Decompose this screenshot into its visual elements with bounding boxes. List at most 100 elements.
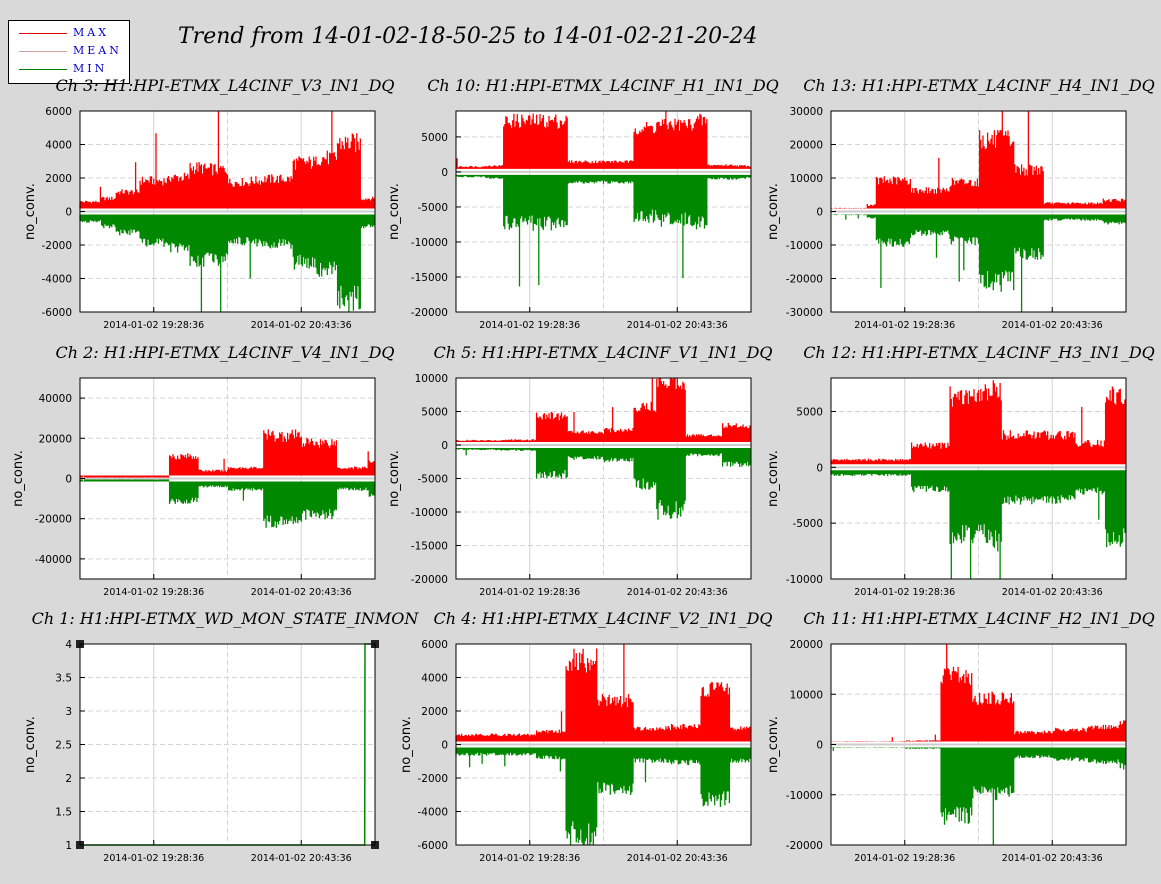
x-tick-label: 2014-01-02 20:43:36	[1002, 587, 1103, 598]
legend-label-max: MAX	[73, 26, 110, 39]
y-axis-label: no_conv.	[387, 450, 402, 507]
y-tick-label: 20000	[39, 433, 72, 445]
legend-swatch-max	[19, 33, 67, 34]
legend-item-mean: MEAN	[9, 43, 129, 61]
y-tick-label: 0	[441, 167, 448, 179]
y-tick-label: 5000	[796, 407, 823, 419]
y-tick-label: 0	[816, 207, 823, 219]
x-tick-label: 2014-01-02 20:43:36	[251, 320, 352, 331]
y-tick-label: 4000	[45, 140, 72, 152]
y-tick-label: 40000	[39, 393, 72, 405]
x-tick-label: 2014-01-02 19:28:36	[103, 320, 204, 331]
y-tick-label: -10000	[411, 507, 448, 519]
y-tick-label: -2000	[417, 773, 448, 785]
y-tick-label: -5000	[792, 518, 823, 530]
legend-item-min: MIN	[9, 61, 129, 79]
y-tick-label: 0	[441, 740, 448, 752]
y-tick-label: 6000	[421, 639, 448, 651]
y-tick-label: -10000	[786, 240, 823, 252]
y-tick-label: 4	[65, 639, 72, 651]
y-axis-label: no_conv.	[11, 450, 26, 507]
chart-panel-2: 5000 0 -5000 -10000 -15000 -20000 2014-01-02 1…	[387, 76, 779, 331]
chart-title: Ch 2: H1:HPI-ETMX_L4CINF_V4_IN1_DQ	[55, 343, 394, 362]
chart-panel-7: 4 3.5 3 2.5 2 1.5 1 2014-01-02 19:28:36 2014-01-…	[23, 609, 419, 864]
y-tick-label: 0	[441, 440, 448, 452]
x-tick-label: 2014-01-02 20:43:36	[627, 320, 728, 331]
y-tick-label: -4000	[41, 274, 72, 286]
chart-title: Ch 1: H1:HPI-ETMX_WD_MON_STATE_INMON	[32, 609, 420, 628]
x-tick-label: 2014-01-02 20:43:36	[1002, 320, 1103, 331]
y-tick-label: 1.5	[55, 807, 72, 819]
legend-item-max: MAX	[9, 25, 129, 43]
y-tick-label: 6000	[45, 106, 72, 118]
y-tick-label: -2000	[41, 240, 72, 252]
y-tick-label: 10000	[790, 689, 823, 701]
chart-panel-1: 6000 4000 2000 0 -2000 -4000 -6000 2014-01-02 1…	[23, 76, 395, 331]
x-tick-label: 2014-01-02 20:43:36	[1002, 853, 1103, 864]
x-tick-label: 2014-01-02 19:28:36	[854, 587, 955, 598]
x-tick-label: 2014-01-02 20:43:36	[251, 587, 352, 598]
y-tick-label: 20000	[790, 140, 823, 152]
plot-frame	[830, 377, 1127, 580]
y-axis-label: no_conv.	[399, 716, 414, 773]
y-tick-label: 10000	[790, 173, 823, 185]
y-tick-label: 20000	[790, 639, 823, 651]
y-tick-label: 4000	[421, 673, 448, 685]
y-tick-label: -40000	[35, 554, 72, 566]
y-tick-label: -6000	[41, 307, 72, 319]
legend-swatch-mean	[19, 51, 67, 52]
y-tick-label: 2000	[421, 706, 448, 718]
y-tick-label: 0	[816, 462, 823, 474]
y-axis-label: no_conv.	[23, 183, 38, 240]
x-tick-label: 2014-01-02 19:28:36	[854, 320, 955, 331]
legend: MAX MEAN MIN	[8, 20, 130, 84]
y-tick-label: 5000	[421, 407, 448, 419]
y-axis-label: no_conv.	[766, 716, 781, 773]
legend-swatch-min	[19, 69, 67, 70]
y-tick-label: 10000	[415, 373, 448, 385]
chart-panel-5: 10000 5000 0 -5000 -10000 -15000 -20000 2014-01…	[387, 343, 773, 598]
x-tick-label: 2014-01-02 19:28:36	[103, 853, 204, 864]
x-tick-label: 2014-01-02 19:28:36	[479, 320, 580, 331]
chart-panel-4: 40000 20000 0 -20000 -40000 2014-01-02 19:28:…	[11, 343, 395, 598]
y-tick-label: 2.5	[55, 740, 72, 752]
chart-title: Ch 11: H1:HPI-ETMX_L4CINF_H2_IN1_DQ	[803, 609, 1155, 628]
y-tick-label: 5000	[421, 132, 448, 144]
y-tick-label: -5000	[417, 474, 448, 486]
y-axis-label: no_conv.	[766, 450, 781, 507]
y-tick-label: 0	[65, 474, 72, 486]
y-tick-label: 3	[65, 706, 72, 718]
y-axis-label: no_conv.	[766, 183, 781, 240]
y-tick-label: -10000	[786, 790, 823, 802]
y-tick-label: -20000	[786, 840, 823, 852]
y-tick-label: 2000	[45, 173, 72, 185]
y-tick-label: -6000	[417, 840, 448, 852]
y-tick-label: 30000	[790, 106, 823, 118]
x-tick-label: 2014-01-02 20:43:36	[627, 587, 728, 598]
y-tick-label: 2	[65, 773, 72, 785]
y-tick-label: -30000	[786, 307, 823, 319]
y-tick-label: 0	[65, 207, 72, 219]
x-tick-label: 2014-01-02 19:28:36	[479, 587, 580, 598]
chart-title: Ch 12: H1:HPI-ETMX_L4CINF_H3_IN1_DQ	[803, 343, 1155, 362]
y-axis-label: no_conv.	[23, 716, 38, 773]
chart-panel-9: 20000 10000 0 -10000 -20000 2014-01-02 19:28:…	[766, 609, 1155, 864]
legend-label-mean: MEAN	[73, 44, 122, 57]
y-tick-label: 0	[816, 740, 823, 752]
legend-label-min: MIN	[73, 62, 108, 75]
y-tick-label: -20000	[35, 514, 72, 526]
y-tick-label: -15000	[411, 272, 448, 284]
y-axis-label: no_conv.	[387, 183, 402, 240]
chart-title: Ch 13: H1:HPI-ETMX_L4CINF_H4_IN1_DQ	[803, 76, 1155, 95]
chart-title: Ch 10: H1:HPI-ETMX_L4CINF_H1_IN1_DQ	[427, 76, 779, 95]
chart-panel-3: 30000 20000 10000 0 -10000 -20000 -30000 2014-0…	[766, 76, 1155, 331]
chart-panel-6: 5000 0 -5000 -10000 2014-01-02 19:28:36 2014-…	[766, 343, 1155, 598]
y-tick-label: -20000	[786, 274, 823, 286]
chart-title: Ch 3: H1:HPI-ETMX_L4CINF_V3_IN1_DQ	[55, 76, 394, 95]
y-tick-label: -20000	[411, 574, 448, 586]
plot-frame	[455, 110, 752, 313]
chart-panel-8: 6000 4000 2000 0 -2000 -4000 -6000 2014-01-02 1…	[399, 609, 773, 864]
x-tick-label: 2014-01-02 20:43:36	[251, 853, 352, 864]
y-tick-label: -4000	[417, 807, 448, 819]
